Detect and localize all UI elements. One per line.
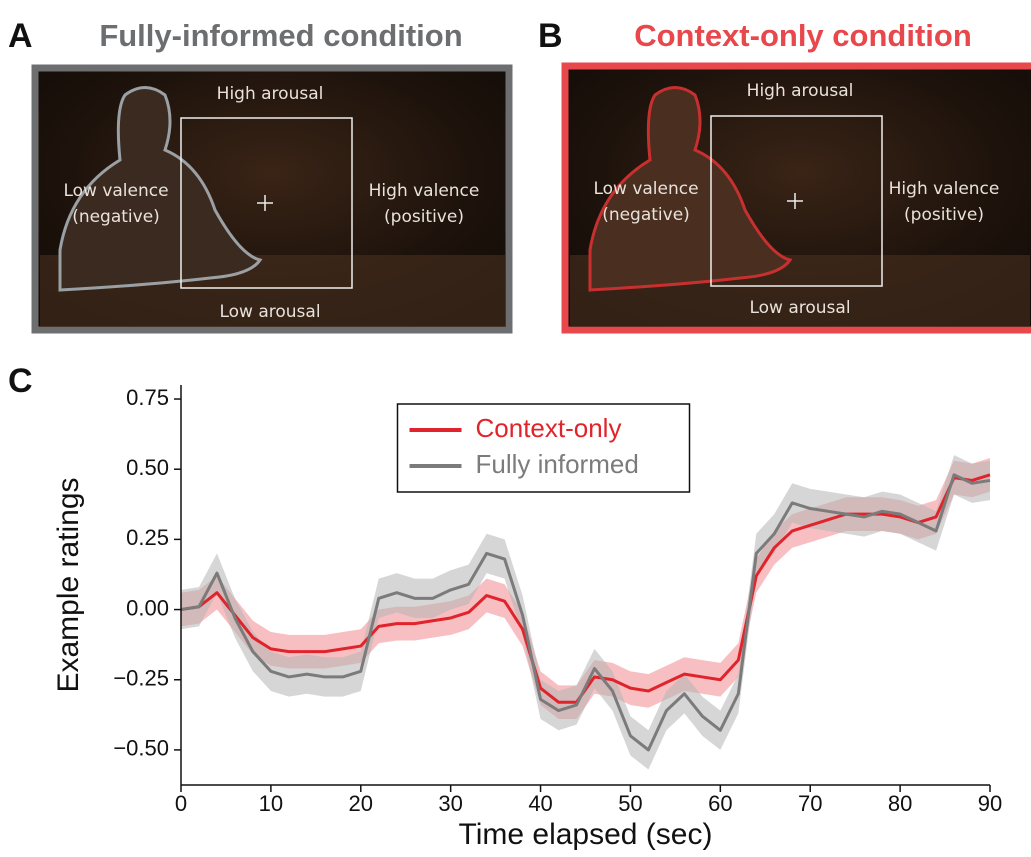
x-tick-label: 50 (618, 791, 642, 816)
y-tick-label: −0.50 (113, 736, 169, 761)
panel-title: Context-only condition (634, 18, 972, 53)
y-tick-label: 0.25 (126, 525, 169, 550)
label: High valence (369, 181, 480, 201)
x-tick-label: 60 (708, 791, 732, 816)
x-tick-label: 20 (349, 791, 373, 816)
label: (negative) (72, 207, 160, 227)
x-tick-label: 80 (888, 791, 912, 816)
label: High arousal (747, 81, 854, 101)
video-frame: High arousal Low arousal Low valence (ne… (35, 68, 509, 330)
x-axis-title: Time elapsed (sec) (459, 818, 713, 851)
panel-a: A Fully-informed condition High arousal … (8, 17, 509, 330)
x-tick-label: 30 (438, 791, 462, 816)
x-tick-label: 70 (798, 791, 822, 816)
y-tick-label: −0.25 (113, 666, 169, 691)
y-tick-label: 0.75 (126, 385, 169, 410)
panel-title: Fully-informed condition (99, 18, 462, 53)
line (181, 475, 990, 750)
label: (positive) (384, 207, 464, 227)
label: Low arousal (219, 302, 320, 322)
y-tick-label: 0.50 (126, 455, 169, 480)
error-band (181, 455, 990, 769)
legend-label: Fully informed (476, 449, 639, 479)
panel-letter: A (8, 17, 33, 55)
x-tick-label: 10 (259, 791, 283, 816)
x-tick-label: 40 (528, 791, 552, 816)
figure: A Fully-informed condition High arousal … (0, 0, 1031, 857)
label: High valence (889, 179, 1000, 199)
label: Low valence (593, 179, 698, 199)
label: High arousal (217, 84, 324, 104)
y-axis-title: Example ratings (52, 477, 85, 692)
line-chart: −0.50 −0.25 0.00 0.25 0.50 0.75 0 10 20 30 40 50 60 7… (52, 385, 1002, 851)
label: Low arousal (749, 298, 850, 318)
label: (positive) (904, 205, 984, 225)
panel-b: B Context-only condition High arousal Lo… (538, 17, 1031, 330)
x-tick-label: 90 (978, 791, 1002, 816)
label: (negative) (602, 205, 690, 225)
x-tick-label: 0 (175, 791, 187, 816)
panel-letter: C (8, 362, 33, 400)
y-tick-label: 0.00 (126, 595, 169, 620)
video-frame: High arousal Low arousal Low valence (ne… (565, 66, 1031, 330)
label: Low valence (63, 181, 168, 201)
legend-label: Context-only (476, 413, 622, 443)
panel-letter: B (538, 17, 563, 55)
